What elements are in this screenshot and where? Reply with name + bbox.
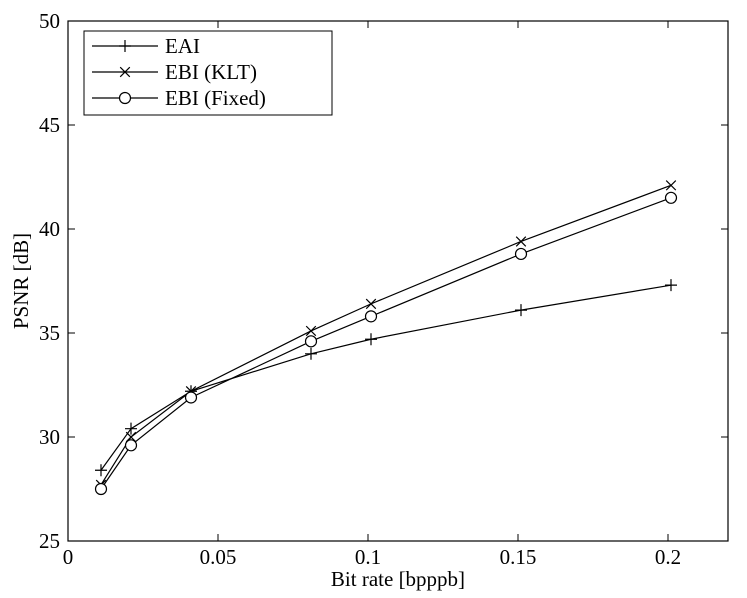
legend-marker-ebi-fixed: [118, 91, 132, 105]
data-point-ebi-fixed: [664, 191, 678, 204]
data-point-ebi-klt: [305, 325, 317, 337]
legend-marker-eai: [119, 40, 131, 52]
x-tick-label: 0: [63, 545, 74, 569]
data-point-eai: [515, 304, 527, 317]
data-point-eai: [125, 422, 137, 435]
data-point-ebi-fixed: [304, 335, 318, 348]
data-point-ebi-fixed: [514, 247, 528, 261]
series-layer: [94, 180, 678, 496]
x-tick-label: 0.1: [355, 545, 381, 569]
x-axis-title: Bit rate [bpppb]: [331, 567, 465, 591]
data-point-eai: [95, 464, 107, 477]
y-axis-title: PSNR [dB]: [9, 233, 33, 329]
data-point-eai: [305, 347, 317, 360]
data-point-ebi-fixed: [184, 391, 198, 404]
data-point-eai: [365, 333, 377, 346]
x-tick-label: 0.05: [200, 545, 237, 569]
data-point-ebi-fixed: [364, 310, 378, 323]
x-tick-label: 0.15: [500, 545, 537, 569]
data-point-ebi-fixed: [94, 482, 108, 496]
y-tick-label: 25: [39, 529, 60, 553]
legend-marker-ebi-klt: [119, 66, 131, 78]
y-tick-label: 40: [39, 217, 60, 241]
data-point-ebi-fixed: [124, 439, 138, 452]
y-tick-label: 35: [39, 321, 60, 345]
legend-label-eai: EAI: [165, 34, 200, 58]
legend-label-ebi-klt: EBI (KLT): [165, 60, 257, 84]
y-tick-label: 30: [39, 425, 60, 449]
axis-ticks: 0 0.05 0.1 0.15 0.2 25 30 35 40 45 50: [39, 9, 728, 569]
data-point-ebi-klt: [365, 298, 377, 310]
x-tick-label: 0.2: [655, 545, 681, 569]
y-tick-label: 45: [39, 113, 60, 137]
data-point-ebi-klt: [515, 236, 527, 247]
data-point-ebi-klt: [665, 180, 677, 191]
y-tick-label: 50: [39, 9, 60, 33]
data-point-eai: [665, 279, 677, 292]
legend-label-ebi-fixed: EBI (Fixed): [165, 86, 266, 110]
